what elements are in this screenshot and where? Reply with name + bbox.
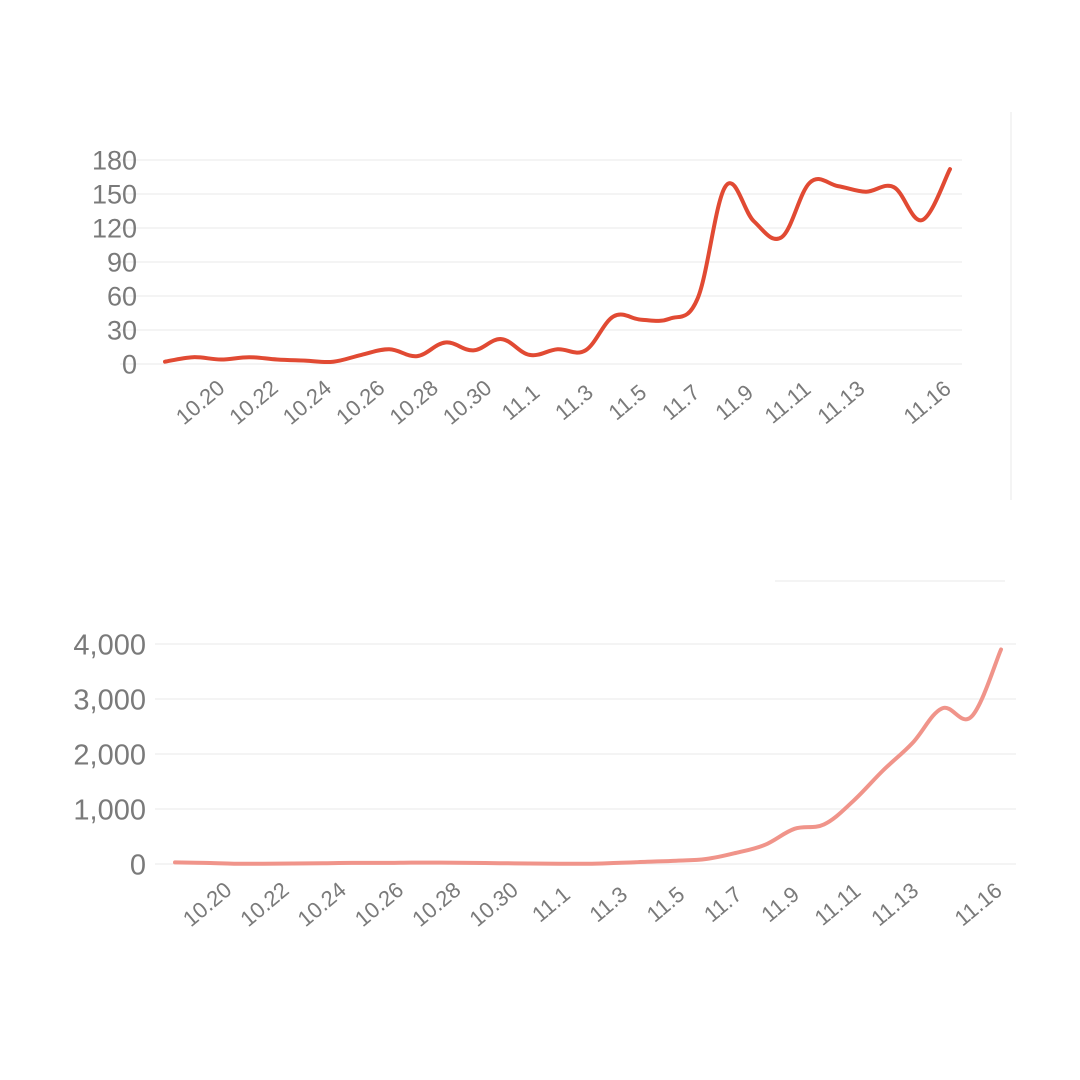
y-tick-label: 150	[92, 180, 137, 210]
x-tick-label: 11.3	[550, 379, 598, 425]
x-tick-label: 11.9	[756, 881, 804, 927]
x-tick-label: 10.24	[293, 877, 351, 932]
x-tick-label: 10.30	[465, 877, 523, 932]
x-tick-label: 11.13	[812, 376, 869, 429]
x-tick-label: 10.22	[224, 375, 282, 430]
x-tick-label: 10.26	[350, 877, 408, 932]
x-tick-label: 10.28	[385, 375, 443, 430]
x-tick-label: 10.22	[235, 877, 293, 932]
x-tick-label: 11.16	[899, 376, 956, 429]
x-tick-label: 11.7	[699, 881, 747, 927]
y-tick-label: 1,000	[73, 794, 146, 826]
y-tick-label: 0	[122, 350, 137, 380]
series-line	[163, 167, 952, 365]
y-tick-label: 3,000	[73, 684, 146, 716]
x-tick-label: 11.5	[604, 379, 652, 425]
x-tick-label: 11.9	[710, 379, 758, 425]
x-tick-label: 10.20	[171, 375, 229, 430]
x-tick-label: 10.24	[278, 375, 336, 430]
y-tick-label: 180	[92, 146, 137, 176]
y-tick-label: 4,000	[73, 629, 146, 661]
x-tick-label: 10.20	[178, 877, 236, 932]
x-tick-label: 11.3	[584, 881, 632, 927]
x-tick-label: 11.11	[760, 376, 816, 428]
y-tick-label: 0	[130, 849, 146, 881]
series-line	[173, 647, 1003, 866]
y-tick-label: 2,000	[73, 739, 146, 771]
x-tick-label: 11.13	[866, 878, 923, 931]
x-tick-label: 10.30	[438, 375, 496, 430]
x-tick-label: 11.5	[642, 881, 690, 927]
y-tick-label: 90	[107, 248, 137, 278]
x-tick-label: 11.16	[950, 878, 1007, 931]
x-tick-label: 10.28	[407, 877, 465, 932]
top-line-chart: 0 30 60 90 120 150 180 10.2010.2210.2410.2610.2…	[92, 146, 962, 430]
x-tick-label: 11.11	[810, 878, 866, 930]
x-tick-label: 11.7	[657, 379, 705, 425]
x-tick-label: 10.26	[331, 375, 389, 430]
y-tick-label: 120	[92, 214, 137, 244]
x-tick-label: 11.1	[497, 379, 545, 425]
y-tick-label: 30	[107, 316, 137, 346]
y-tick-label: 60	[107, 282, 137, 312]
x-tick-label: 11.1	[527, 881, 575, 927]
